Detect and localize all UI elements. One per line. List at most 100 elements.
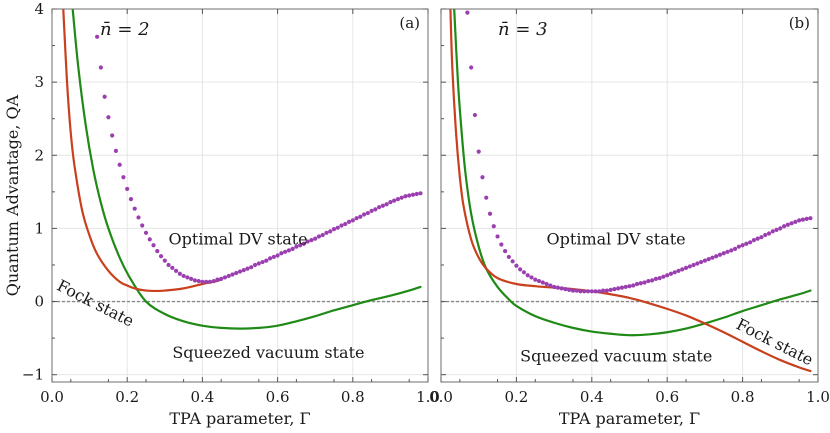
point-optimal-dv-state-a-42 [252, 262, 258, 268]
point-optimal-dv-state-a-86 [418, 191, 423, 196]
point-optimal-dv-state-a-17 [158, 254, 164, 259]
point-optimal-dv-state-a-71 [361, 212, 367, 217]
series-line-fock-state-a [62, 9, 223, 293]
point-optimal-dv-state-b-89 [800, 217, 806, 222]
point-optimal-dv-state-a-72 [365, 210, 370, 216]
point-optimal-dv-state-b-62 [699, 259, 704, 265]
y-axis-label: Quantum Advantage, QA [3, 94, 22, 296]
point-optimal-dv-state-a-36 [230, 272, 235, 277]
label-optimal-dv-a: Optimal DV state [169, 230, 308, 249]
point-optimal-dv-state-b-14 [518, 267, 523, 272]
series-line-squeezed-vacuum-state-a [71, 9, 422, 330]
point-optimal-dv-state-b-63 [702, 258, 708, 263]
point-optimal-dv-state-b-55 [672, 270, 677, 275]
point-optimal-dv-state-b-40 [616, 286, 621, 291]
point-optimal-dv-state-a-0 [95, 34, 100, 39]
point-optimal-dv-state-b-53 [665, 273, 670, 278]
point-optimal-dv-state-b-85 [785, 222, 790, 227]
point-optimal-dv-state-a-74 [373, 207, 378, 212]
point-optimal-dv-state-b-70 [729, 248, 734, 253]
point-optimal-dv-state-b-38 [608, 287, 613, 292]
point-optimal-dv-state-b-19 [536, 278, 542, 284]
plot-frame-a [51, 8, 429, 383]
point-optimal-dv-state-b-90 [804, 216, 809, 222]
point-optimal-dv-state-b-34 [593, 289, 598, 294]
point-optimal-dv-state-a-6 [117, 162, 122, 167]
point-optimal-dv-state-b-75 [748, 240, 753, 245]
label-fock-b: Fock state [733, 315, 816, 370]
point-optimal-dv-state-b-1 [469, 65, 474, 70]
point-optimal-dv-state-b-0 [465, 10, 470, 15]
point-optimal-dv-state-b-27 [567, 287, 572, 292]
point-optimal-dv-state-a-44 [260, 259, 265, 265]
point-optimal-dv-state-b-78 [759, 235, 764, 240]
point-optimal-dv-state-a-30 [207, 279, 213, 284]
point-optimal-dv-state-a-64 [335, 225, 340, 230]
point-optimal-dv-state-a-50 [283, 249, 288, 254]
point-optimal-dv-state-b-69 [725, 249, 730, 254]
point-optimal-dv-state-b-46 [638, 281, 643, 286]
point-optimal-dv-state-a-13 [143, 230, 149, 235]
point-optimal-dv-state-a-33 [219, 276, 224, 281]
point-optimal-dv-state-a-22 [177, 271, 182, 276]
point-optimal-dv-state-a-52 [290, 246, 295, 251]
x-tick-label-a-5: 1.0 [416, 388, 440, 406]
series-a [62, 9, 423, 330]
point-optimal-dv-state-a-84 [410, 192, 416, 197]
point-optimal-dv-state-b-87 [793, 219, 798, 224]
point-optimal-dv-state-b-57 [680, 267, 685, 272]
point-optimal-dv-state-b-84 [781, 224, 787, 229]
point-optimal-dv-state-b-6 [487, 211, 493, 216]
point-optimal-dv-state-b-9 [499, 242, 504, 247]
point-optimal-dv-state-a-31 [211, 278, 216, 284]
point-optimal-dv-state-a-80 [395, 197, 401, 202]
series-line-squeezed-vacuum-state-b [453, 9, 812, 337]
point-optimal-dv-state-a-57 [309, 238, 314, 243]
point-optimal-dv-state-a-65 [339, 223, 344, 228]
point-optimal-dv-state-a-21 [173, 268, 179, 273]
series-b [449, 9, 813, 373]
point-optimal-dv-state-a-7 [121, 175, 126, 180]
panel-a: 0.0 0.2 0.4 0.6 0.8 1.0 −1 0 1 2 3 4 (a) n̄ = 2 Opt… [3, 0, 440, 428]
point-optimal-dv-state-b-61 [695, 261, 700, 266]
point-optimal-dv-state-a-5 [113, 148, 119, 153]
x-tick-label-a-3: 0.6 [266, 388, 290, 406]
point-optimal-dv-state-a-24 [185, 275, 190, 280]
y-tick-label-a-1: 0 [34, 293, 44, 311]
point-optimal-dv-state-a-67 [346, 219, 352, 224]
point-optimal-dv-state-b-5 [484, 195, 489, 200]
point-optimal-dv-state-a-75 [377, 205, 382, 210]
point-optimal-dv-state-b-37 [604, 288, 609, 293]
point-optimal-dv-state-b-51 [657, 276, 662, 281]
point-optimal-dv-state-b-7 [491, 224, 496, 229]
point-optimal-dv-state-b-58 [683, 265, 689, 271]
point-optimal-dv-state-b-31 [582, 289, 587, 294]
point-optimal-dv-state-b-71 [732, 246, 738, 251]
point-optimal-dv-state-b-16 [525, 273, 530, 278]
point-optimal-dv-state-b-18 [533, 277, 538, 282]
x-tick-label-a-0: 0.0 [40, 388, 64, 406]
point-optimal-dv-state-a-8 [125, 186, 130, 192]
point-optimal-dv-state-b-67 [717, 252, 723, 257]
point-optimal-dv-state-a-11 [136, 215, 141, 220]
point-optimal-dv-state-a-62 [328, 229, 333, 234]
point-optimal-dv-state-b-81 [770, 229, 775, 234]
point-optimal-dv-state-b-65 [710, 255, 715, 260]
point-optimal-dv-state-a-53 [294, 244, 299, 249]
point-optimal-dv-state-b-73 [740, 243, 745, 248]
point-optimal-dv-state-b-41 [619, 285, 625, 290]
nbar-label-b: n̄ = 3 [498, 19, 548, 40]
point-optimal-dv-state-a-60 [320, 232, 325, 238]
point-optimal-dv-state-a-58 [313, 236, 318, 241]
point-optimal-dv-state-b-24 [555, 285, 560, 290]
point-optimal-dv-state-a-82 [403, 194, 408, 199]
point-optimal-dv-state-a-34 [222, 275, 228, 280]
point-optimal-dv-state-b-64 [706, 257, 711, 262]
ticks-a: 0.0 0.2 0.4 0.6 0.8 1.0 −1 0 1 2 3 4 [22, 0, 440, 406]
point-optimal-dv-state-b-36 [601, 288, 606, 293]
point-optimal-dv-state-a-66 [343, 221, 348, 227]
point-optimal-dv-state-a-76 [380, 203, 385, 208]
point-optimal-dv-state-a-70 [358, 214, 363, 219]
point-optimal-dv-state-b-39 [612, 287, 617, 292]
